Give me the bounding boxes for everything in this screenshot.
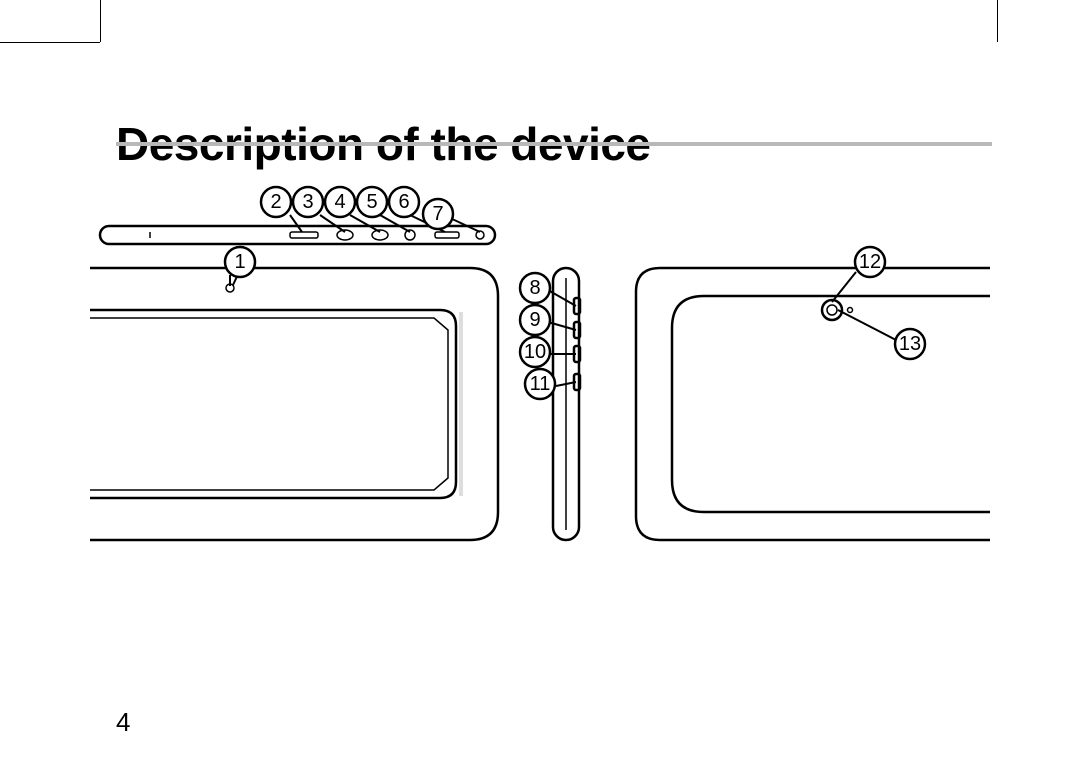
callout-2: 2 <box>261 187 291 217</box>
back-view <box>636 268 990 540</box>
svg-text:9: 9 <box>529 309 540 331</box>
callout-11: 11 <box>525 369 555 399</box>
callout-4: 4 <box>325 187 355 217</box>
svg-text:5: 5 <box>366 191 377 213</box>
svg-text:1: 1 <box>234 251 245 273</box>
svg-text:3: 3 <box>302 191 313 213</box>
callout-12: 12 <box>855 247 885 277</box>
side-view <box>548 268 580 540</box>
front-view <box>90 215 498 540</box>
svg-text:4: 4 <box>334 191 345 213</box>
callout-9: 9 <box>520 305 550 335</box>
svg-text:7: 7 <box>432 203 443 225</box>
crop-mark-v-right <box>997 0 998 42</box>
crop-mark-v-left <box>100 0 101 42</box>
callout-5: 5 <box>357 187 387 217</box>
manual-page: Description of the device <box>0 0 1080 784</box>
callout-13: 13 <box>895 329 925 359</box>
callout-3: 3 <box>293 187 323 217</box>
svg-text:10: 10 <box>524 341 546 363</box>
svg-text:11: 11 <box>530 373 551 395</box>
crop-mark-h <box>0 42 100 43</box>
callout-7: 7 <box>423 199 453 229</box>
callout-1: 1 <box>225 247 255 277</box>
callout-10: 10 <box>520 337 550 367</box>
heading-rule <box>116 142 992 146</box>
page-number: 4 <box>116 707 130 738</box>
device-diagram: 2 3 4 5 6 7 1 8 9 10 11 12 13 <box>90 170 990 590</box>
callout-6: 6 <box>389 187 419 217</box>
svg-text:12: 12 <box>859 251 881 273</box>
svg-text:8: 8 <box>529 277 540 299</box>
svg-text:13: 13 <box>899 333 921 355</box>
callout-8: 8 <box>520 273 550 303</box>
svg-text:6: 6 <box>398 191 409 213</box>
svg-text:2: 2 <box>270 191 281 213</box>
